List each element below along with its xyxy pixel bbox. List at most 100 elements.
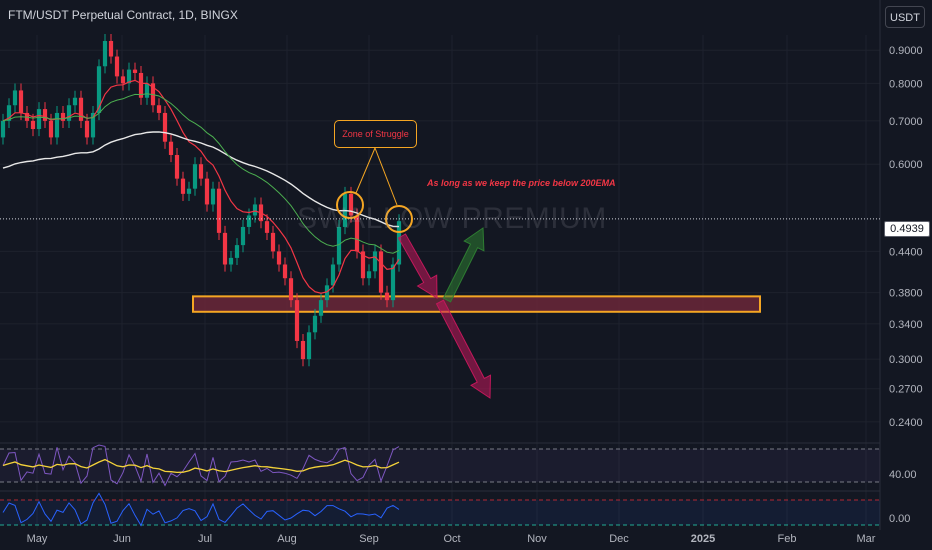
arrow-down-long: [435, 299, 492, 399]
candle-body: [84, 120, 90, 138]
y-tick-label: 0.2400: [889, 417, 923, 429]
candle-body: [240, 226, 246, 246]
candle-body: [180, 178, 186, 194]
candle-body: [90, 112, 96, 138]
candle-body: [108, 40, 114, 57]
candle-body: [366, 271, 372, 279]
candle-body: [276, 251, 282, 265]
osc-band: [0, 500, 880, 525]
candle-body: [18, 90, 24, 113]
ema-note: As long as we keep the price below 200EM…: [427, 178, 616, 188]
candle-body: [246, 215, 252, 227]
struggle-circle-1: [336, 191, 364, 219]
zone-of-struggle-label: Zone of Struggle: [334, 120, 417, 148]
watermark-text: SWALLOW PREMIUM: [297, 202, 607, 235]
candle-body: [222, 232, 228, 265]
candle-body: [348, 193, 354, 216]
candle-body: [252, 204, 258, 216]
candle-body: [294, 300, 300, 341]
candle-body: [126, 69, 132, 84]
candle-body: [42, 109, 48, 121]
candle-body: [6, 105, 12, 121]
candle-body: [288, 278, 294, 301]
candle-body: [0, 120, 6, 138]
x-tick-label: Sep: [359, 533, 379, 545]
candle-body: [318, 300, 324, 316]
candle-body: [198, 164, 204, 179]
candle-body: [390, 264, 396, 301]
candle-body: [336, 226, 342, 265]
candle-body: [120, 76, 126, 84]
arrow-down-short: [397, 233, 438, 299]
candle-body: [306, 332, 312, 360]
candle-body: [192, 164, 198, 189]
y-tick-label: 0.6000: [889, 159, 923, 171]
y-tick-label: 0.8000: [889, 78, 923, 90]
candle-body: [360, 251, 366, 279]
candle-body: [114, 56, 120, 77]
x-tick-label: Jun: [113, 533, 131, 545]
candle-body: [354, 215, 360, 252]
candle-body: [30, 120, 36, 130]
candle-body: [330, 264, 336, 286]
candle-body: [96, 66, 102, 113]
candle-body: [78, 97, 84, 121]
support-zone: [192, 295, 761, 313]
candle-body: [72, 97, 78, 106]
candle-body: [144, 83, 150, 98]
chart-title: FTM/USDT Perpetual Contract, 1D, BINGX: [8, 8, 238, 22]
candle-body: [36, 109, 42, 130]
candle-body: [54, 112, 60, 138]
y-tick-label: 0.3000: [889, 354, 923, 366]
y-tick-label: 0.3400: [889, 319, 923, 331]
candle-body: [66, 105, 72, 121]
currency-button[interactable]: USDT: [885, 6, 925, 28]
candle-body: [186, 188, 192, 194]
candle-body: [378, 251, 384, 293]
x-tick-label: May: [27, 533, 48, 545]
candle-body: [138, 72, 144, 98]
arrow-up: [442, 227, 485, 303]
candle-body: [60, 112, 66, 121]
candle-body: [270, 232, 276, 252]
candle-body: [312, 315, 318, 333]
x-tick-label: Oct: [443, 533, 460, 545]
candle-body: [204, 178, 210, 205]
candle-body: [234, 245, 240, 258]
candle-body: [396, 221, 402, 265]
candle-body: [12, 90, 18, 106]
ema-200-line: [2, 131, 400, 228]
candle-body: [384, 292, 390, 301]
candle-body: [300, 340, 306, 360]
y-tick-label: 0.7000: [889, 116, 923, 128]
x-tick-label: 2025: [691, 533, 715, 545]
osc-line: [2, 492, 400, 527]
candle-body: [156, 105, 162, 113]
candle-body: [132, 69, 138, 73]
candle-body: [174, 154, 180, 179]
candle-body: [210, 188, 216, 205]
osc-tick-label: 0.00: [889, 513, 910, 525]
x-tick-label: Mar: [857, 533, 876, 545]
y-tick-label: 0.4400: [889, 246, 923, 258]
x-tick-label: Dec: [609, 533, 629, 545]
x-tick-label: Nov: [527, 533, 547, 545]
x-tick-label: Feb: [778, 533, 797, 545]
x-tick-label: Aug: [277, 533, 297, 545]
rsi-line: [2, 444, 400, 487]
candle-body: [216, 188, 222, 233]
struggle-circle-2: [385, 205, 413, 233]
y-tick-label: 0.9000: [889, 45, 923, 57]
ema-mid-line: [2, 93, 400, 254]
candle-body: [324, 285, 330, 301]
x-tick-label: Jul: [198, 533, 212, 545]
candle-body: [228, 257, 234, 265]
candle-body: [102, 40, 108, 67]
rsi-tick-label: 40.00: [889, 469, 917, 481]
candle-body: [372, 251, 378, 272]
rsi-ma-line: [2, 458, 400, 474]
candle-body: [162, 112, 168, 142]
y-tick-label: 0.2700: [889, 384, 923, 396]
